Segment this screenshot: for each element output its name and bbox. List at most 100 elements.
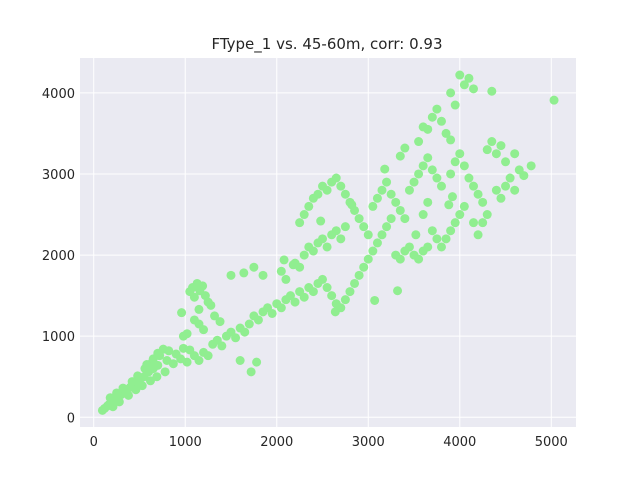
data-point [194, 355, 204, 365]
data-point [350, 278, 360, 288]
data-point [368, 201, 378, 211]
data-point [215, 317, 225, 327]
data-point [501, 181, 511, 191]
x-tick-label: 3000 [352, 435, 385, 450]
data-point [395, 254, 405, 264]
data-point [455, 70, 465, 80]
data-point [510, 185, 520, 195]
data-point [549, 95, 559, 105]
data-point [450, 218, 460, 228]
data-point [246, 367, 256, 377]
data-point [290, 297, 300, 307]
data-point [478, 197, 488, 207]
data-point [253, 315, 263, 325]
data-point [450, 157, 460, 167]
data-point [423, 153, 433, 163]
data-point [206, 300, 216, 310]
data-point [482, 210, 492, 220]
data-point [340, 189, 350, 199]
data-point [423, 197, 433, 207]
data-point [423, 124, 433, 134]
y-tick-label: 1000 [42, 330, 75, 345]
data-point [108, 402, 118, 412]
data-point [446, 135, 456, 145]
data-point [276, 266, 286, 276]
data-point [400, 143, 410, 153]
data-point [194, 304, 204, 314]
data-point [446, 169, 456, 179]
data-point [427, 112, 437, 122]
data-point [393, 286, 403, 296]
data-point [331, 226, 341, 236]
data-point [469, 218, 479, 228]
data-point [505, 173, 515, 183]
data-point [496, 193, 506, 203]
data-point [281, 274, 291, 284]
data-point [487, 137, 497, 147]
data-point [473, 189, 483, 199]
data-point [436, 116, 446, 126]
data-point [423, 242, 433, 252]
data-point [327, 291, 337, 301]
data-point [226, 270, 236, 280]
x-tick-label: 1000 [169, 435, 202, 450]
data-point [450, 100, 460, 110]
data-point [331, 173, 341, 183]
data-point [526, 161, 536, 171]
data-point [380, 164, 390, 174]
data-point [455, 210, 465, 220]
data-point [404, 242, 414, 252]
data-point [288, 260, 298, 270]
data-point [441, 234, 451, 244]
data-point [473, 230, 483, 240]
data-point [285, 291, 295, 301]
data-point [411, 230, 421, 240]
x-tick-label: 0 [90, 435, 98, 450]
data-point [199, 325, 209, 335]
data-point [363, 230, 373, 240]
data-point [295, 218, 305, 228]
data-point [336, 181, 346, 191]
data-point [168, 359, 178, 369]
data-point [189, 292, 199, 302]
data-point [131, 385, 141, 395]
data-point [267, 308, 277, 318]
data-point [322, 283, 332, 293]
data-point [446, 226, 456, 236]
data-points [97, 70, 559, 415]
data-point [127, 377, 137, 387]
data-point [133, 371, 143, 381]
data-point [414, 254, 424, 264]
data-point [464, 73, 474, 83]
y-tick-label: 0 [67, 411, 75, 426]
data-point [455, 149, 465, 159]
data-point [203, 351, 213, 361]
data-point [377, 230, 387, 240]
data-point [400, 214, 410, 224]
data-point [386, 214, 396, 224]
data-point [239, 268, 249, 278]
data-point [432, 234, 442, 244]
data-point [124, 390, 134, 400]
data-point [313, 189, 323, 199]
data-point [395, 205, 405, 215]
data-point [240, 327, 250, 337]
data-point [177, 308, 187, 318]
data-point [459, 201, 469, 211]
data-point [316, 216, 326, 226]
data-point [414, 169, 424, 179]
data-point [377, 185, 387, 195]
data-point [308, 246, 318, 256]
data-point [235, 355, 245, 365]
data-point [491, 149, 501, 159]
data-point [160, 367, 170, 377]
data-point [427, 226, 437, 236]
y-tick-label: 2000 [42, 249, 75, 264]
data-point [459, 80, 469, 90]
data-point [347, 200, 357, 210]
data-point [382, 177, 392, 187]
data-point [276, 303, 286, 313]
data-point [345, 287, 355, 297]
x-tick-label: 4000 [443, 435, 476, 450]
